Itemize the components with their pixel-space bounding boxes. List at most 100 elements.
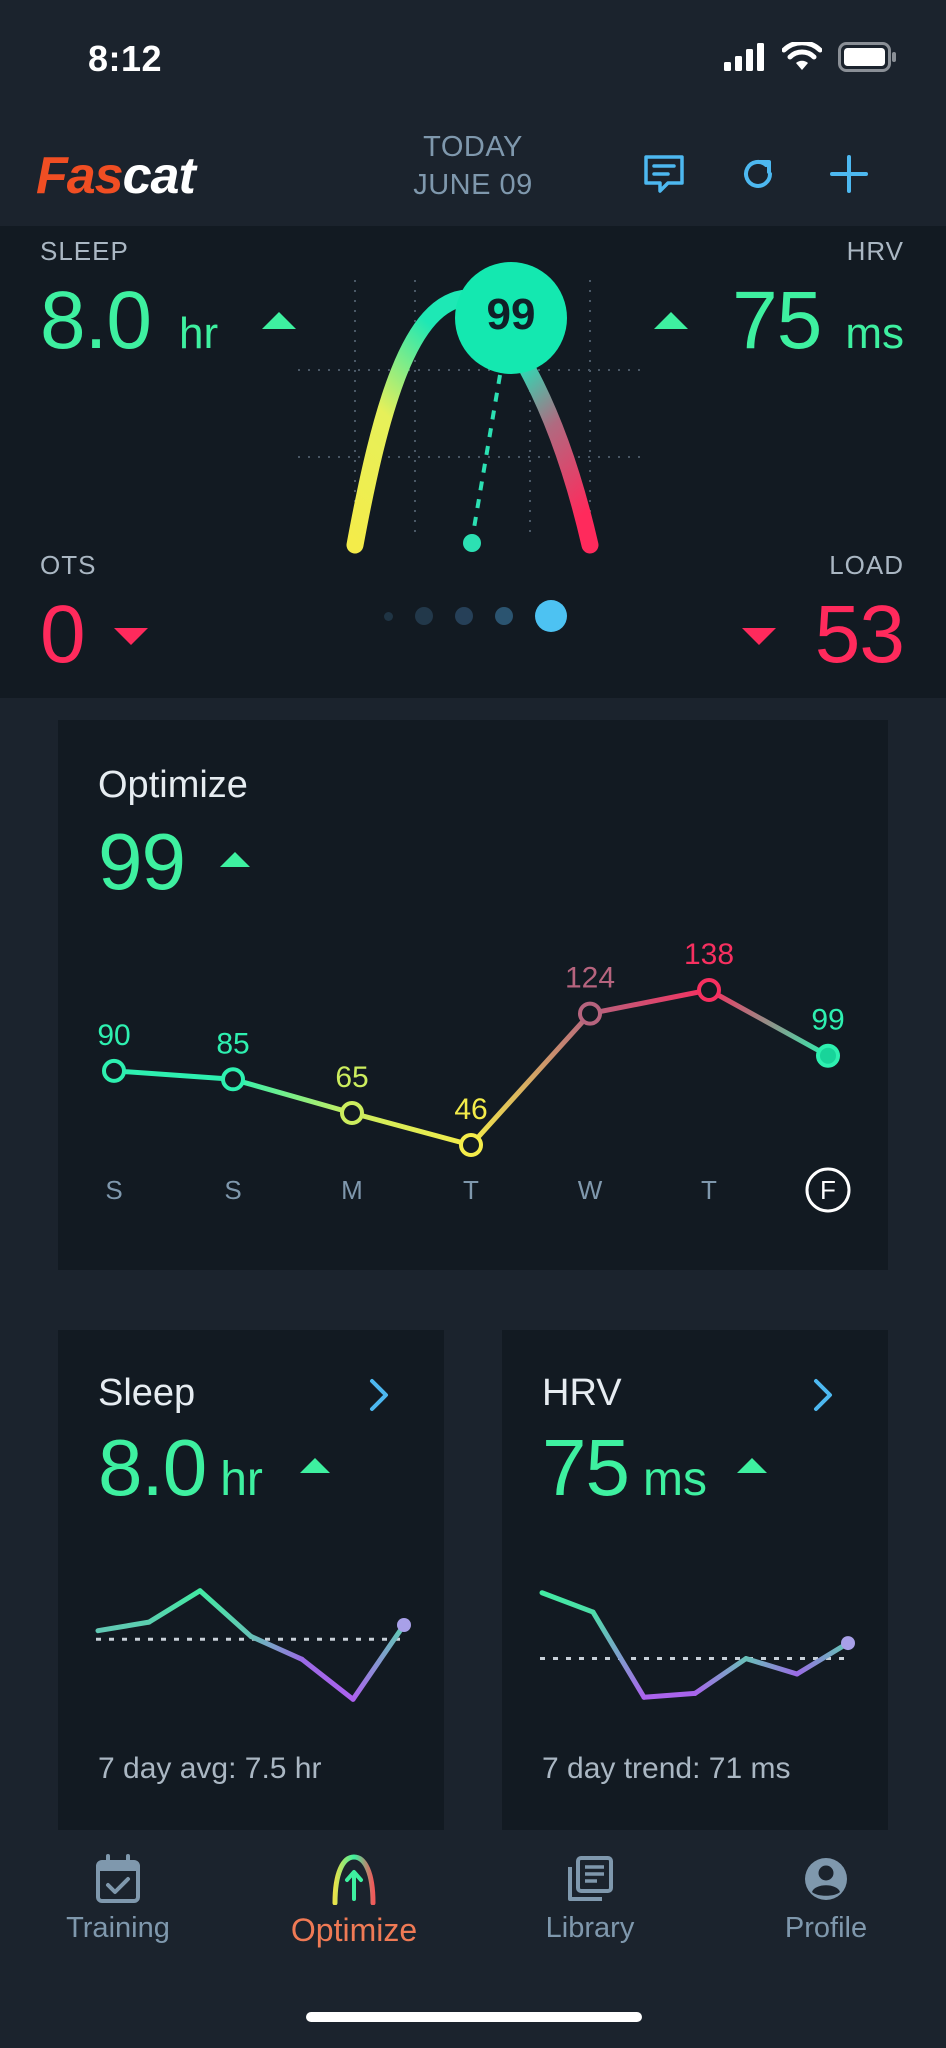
tab-library[interactable]: Library bbox=[500, 1852, 680, 1945]
date-today-label: TODAY bbox=[423, 131, 523, 163]
load-trend-down-icon bbox=[742, 628, 776, 645]
hrv-card-metric: 75 ms bbox=[542, 1428, 707, 1508]
refresh-icon bbox=[744, 159, 772, 188]
tab-training[interactable]: Training bbox=[28, 1852, 208, 1945]
load-value: 53 bbox=[814, 589, 905, 680]
hrv-trend-up-icon bbox=[654, 312, 688, 329]
plus-icon bbox=[830, 155, 868, 193]
day-label: S bbox=[105, 1175, 122, 1205]
sleep-line-segment bbox=[146, 1588, 203, 1625]
sleep-unit: hr bbox=[179, 309, 219, 358]
library-icon bbox=[568, 1856, 613, 1901]
tab-profile-label: Profile bbox=[784, 1912, 868, 1944]
gauge-left-arc bbox=[346, 289, 477, 554]
sleep-line-segment bbox=[350, 1622, 407, 1702]
sleep-card[interactable] bbox=[58, 1330, 444, 1830]
sleep-sparkline[interactable] bbox=[58, 1560, 444, 1730]
wifi-icon bbox=[782, 42, 822, 70]
load-label: LOAD bbox=[829, 550, 904, 580]
sleep-last-point bbox=[397, 1618, 411, 1632]
hrv-unit: ms bbox=[845, 309, 904, 358]
sleep-trend-up-icon bbox=[262, 312, 296, 329]
optimize-line-segment bbox=[468, 1011, 593, 1148]
battery-icon bbox=[838, 42, 896, 72]
optimize-gauge[interactable] bbox=[290, 255, 650, 565]
hrv-line-segment bbox=[590, 1609, 647, 1700]
gauge-score-bubble bbox=[455, 262, 567, 374]
date-value: JUNE 09 bbox=[413, 169, 533, 201]
sleep-value: 8.0 bbox=[40, 275, 152, 366]
sleep-label: SLEEP bbox=[40, 236, 129, 266]
hrv-label: HRV bbox=[846, 236, 904, 266]
hrv-card-value: 75 bbox=[542, 1423, 630, 1512]
add-button[interactable] bbox=[823, 148, 875, 200]
sleep-card-unit: hr bbox=[220, 1453, 263, 1506]
pager-dot-active[interactable] bbox=[535, 600, 567, 632]
sleep-metric: 8.0 hr bbox=[40, 280, 218, 362]
hrv-metric: 75 ms bbox=[732, 280, 904, 362]
messages-button[interactable] bbox=[638, 148, 690, 200]
hrv-line-segment bbox=[692, 1656, 749, 1696]
signal-icon bbox=[724, 43, 764, 71]
day-label: W bbox=[578, 1175, 603, 1205]
day-label: T bbox=[463, 1175, 479, 1205]
status-time: 8:12 bbox=[88, 38, 163, 79]
refresh-button[interactable] bbox=[732, 148, 784, 200]
gauge-needle-base bbox=[463, 534, 481, 552]
hrv-card-title: HRV bbox=[542, 1372, 622, 1414]
tab-profile[interactable]: Profile bbox=[736, 1852, 916, 1945]
optimize-card-value: 99 bbox=[98, 817, 186, 906]
pager-dot[interactable] bbox=[384, 611, 393, 621]
pager-dot[interactable] bbox=[455, 607, 473, 625]
optimize-line-segment bbox=[230, 1076, 355, 1116]
logo-part-cat: cat bbox=[122, 147, 196, 205]
optimize-card-title: Optimize bbox=[98, 764, 248, 806]
hrv-card[interactable] bbox=[502, 1330, 888, 1830]
home-indicator bbox=[306, 2012, 642, 2022]
optimize-line-chart[interactable]: 90 85 65 46 124 138 99 S S M T W T F bbox=[58, 940, 888, 1240]
sleep-card-title: Sleep bbox=[98, 1372, 196, 1414]
tab-optimize[interactable]: Optimize bbox=[264, 1852, 444, 1949]
day-label: S bbox=[224, 1175, 241, 1205]
day-label: T bbox=[701, 1175, 717, 1205]
sleep-card-value: 8.0 bbox=[98, 1423, 207, 1512]
hero-pager[interactable] bbox=[384, 600, 567, 632]
chat-icon bbox=[644, 155, 684, 193]
status-icons bbox=[724, 42, 898, 72]
optimize-data-label: 90 bbox=[97, 1019, 130, 1052]
tab-training-label: Training bbox=[66, 1912, 170, 1944]
hrv-sparkline[interactable] bbox=[502, 1560, 888, 1730]
pager-dot[interactable] bbox=[415, 607, 433, 625]
tab-bar bbox=[0, 1830, 946, 2048]
hrv-card-trend-up-icon bbox=[737, 1458, 767, 1473]
optimize-data-point bbox=[340, 1100, 364, 1125]
optimize-data-label: 46 bbox=[454, 1093, 487, 1126]
optimize-data-point bbox=[578, 1001, 602, 1026]
current-day-ring bbox=[805, 1167, 851, 1213]
optimize-data-point bbox=[221, 1067, 245, 1092]
gauge-needle bbox=[470, 374, 502, 541]
optimize-data-point bbox=[459, 1133, 483, 1157]
optimize-card[interactable] bbox=[58, 720, 888, 1270]
profile-icon bbox=[805, 1858, 847, 1900]
optimize-data-label: 138 bbox=[684, 940, 734, 971]
fascat-logo: Fascat bbox=[36, 146, 196, 206]
optimize-data-label: 85 bbox=[216, 1027, 249, 1060]
optimize-data-label: 99 bbox=[811, 1004, 844, 1037]
hrv-card-unit: ms bbox=[642, 1453, 707, 1506]
ots-label: OTS bbox=[40, 550, 97, 580]
sleep-chevron-right-icon[interactable] bbox=[366, 1377, 392, 1413]
logo-part-fas: Fas bbox=[36, 147, 124, 205]
hrv-line-segment bbox=[743, 1656, 800, 1677]
optimize-data-label: 124 bbox=[565, 962, 615, 995]
calendar-check-icon bbox=[96, 1854, 140, 1903]
optimize-arch-icon bbox=[332, 1854, 376, 1905]
day-label: F bbox=[820, 1175, 836, 1205]
optimize-line-segment bbox=[587, 987, 712, 1017]
ots-trend-down-icon bbox=[114, 628, 148, 645]
optimize-trend-up-icon bbox=[220, 852, 250, 867]
pager-dot[interactable] bbox=[495, 607, 513, 625]
sleep-card-metric: 8.0 hr bbox=[98, 1428, 263, 1508]
optimize-data-point bbox=[697, 978, 721, 1002]
hrv-chevron-right-icon[interactable] bbox=[810, 1377, 836, 1413]
